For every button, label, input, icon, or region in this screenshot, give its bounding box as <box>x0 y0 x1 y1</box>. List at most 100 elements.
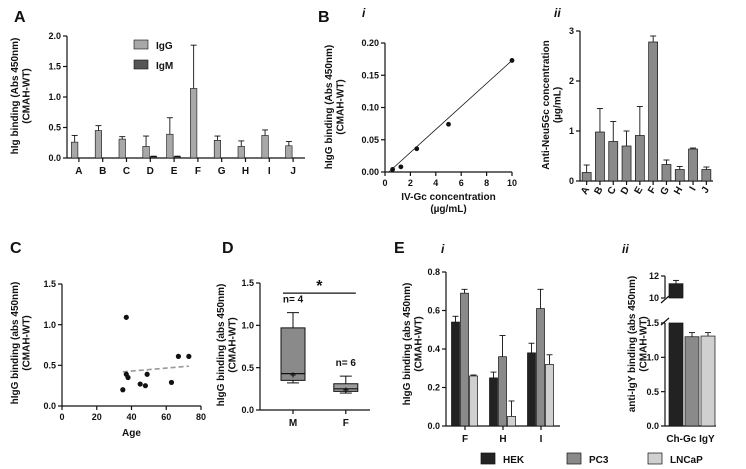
panel-D-y-tick-label: 1.5 <box>241 278 254 288</box>
panel-C-point <box>175 353 182 359</box>
panel-Bi-y-label-line: hIgG binding (Abs 450nm) <box>324 45 335 169</box>
panel-C-x-label: Age <box>122 428 141 439</box>
panel-Bii-x-tick-label-group: G <box>659 185 673 197</box>
panel-label-C: C <box>10 240 22 257</box>
panel-Bi-point <box>509 58 515 63</box>
panel-A-y-label-line: hIg binding (Abs 450nm) <box>10 38 21 155</box>
panel-A-bar-IgM <box>173 156 181 159</box>
panel-Ei-bar-PC3 <box>498 356 507 427</box>
panel-label-Bii: ii <box>554 6 561 20</box>
panel-D-y-tick-label: 0.0 <box>241 405 254 415</box>
panel-C-y-tick-label: 1.5 <box>43 279 56 289</box>
panel-Eii-bar-upper-HEK <box>668 283 684 299</box>
panel-C-point <box>144 371 150 377</box>
panel-Ei-bar-PC3 <box>460 292 469 427</box>
panel-Ei-bar-LNCaP <box>507 416 516 427</box>
panel-C-y-label: hIgG binding (abs 450nm) (CMAH-WT) <box>10 282 33 405</box>
panel-Eii-bar-LNCaP <box>700 335 716 427</box>
panel-A-legend-swatch-IgG <box>133 39 149 50</box>
panel-Bi-x-tick-label: 6 <box>459 178 464 188</box>
panel-Bi-x-tick-label: 2 <box>408 178 413 188</box>
panel-D-y-label-line: hIgG binding (abs 450nm) <box>216 284 227 407</box>
panel-Bii-x-tick-label: C <box>606 185 619 197</box>
panel-Bii-x-tick-label-group: F <box>646 185 659 196</box>
legend-E-label: HEK <box>503 455 525 466</box>
panel-Eii-y-label: anti-IgY binding (abs 450nm) (CMAH-WT) <box>627 276 650 413</box>
panel-C-point <box>120 387 126 393</box>
panel-Ei-y-label-line: (CMAH-WT) <box>413 316 424 372</box>
panel-Bii-x-tick-label: H <box>672 185 685 197</box>
panel-Bi-point <box>446 121 451 127</box>
panel-D-y-label: hIgG binding (abs 450nm) (CMAH-WT) <box>216 284 239 407</box>
panel-A-x-tick-label: I <box>268 166 271 177</box>
panel-C-x-tick-label: 20 <box>92 412 102 422</box>
panel-Eii-lower-y-tick-label: 0.5 <box>646 387 659 397</box>
panel-Bii-y-tick-label: 1 <box>569 126 574 136</box>
panel-D-mean-marker: + <box>290 370 296 381</box>
panel-Bii-x-tick-label-group: A <box>579 185 592 197</box>
panel-Bii-y-label-line: Anti-Neu5Gc concentration <box>541 40 552 169</box>
panel-Bi-y-tick-label: 0.00 <box>361 167 379 177</box>
panel-Eii-axis-break-mark <box>660 295 670 304</box>
panel-A-bar-IgG <box>190 88 198 159</box>
panel-Ei-bar-HEK <box>451 321 460 427</box>
panel-C-point <box>125 374 131 381</box>
panel-label-B: B <box>318 9 330 26</box>
panel-D-x-tick-label: M <box>289 418 297 429</box>
panel-Ei-x-tick-label: F <box>462 434 468 445</box>
panel-Bii-bar <box>634 135 645 182</box>
panel-Bii-x-tick-label-group: H <box>672 185 685 197</box>
panel-Bii-x-tick-label: F <box>646 185 659 196</box>
panel-Bii-x-tick-label: E <box>633 185 646 197</box>
panel-Eii-lower-y-tick-label: 1.0 <box>646 353 659 363</box>
panel-A-y-tick-label: 0.0 <box>48 153 61 163</box>
panel-Bii-bar <box>661 164 672 182</box>
panel-C-point <box>142 383 148 389</box>
panel-Ei-bar-LNCaP <box>545 364 554 427</box>
panel-Bi-y-label-line: (CMAH-WT) <box>335 79 346 135</box>
panel-Bi-fit-line <box>388 60 513 173</box>
panel-Bii-x-tick-label: J <box>700 185 712 195</box>
panel-Bii-x-tick-label-group: J <box>700 185 712 195</box>
panel-Eii-lower-y-tick-label: 1.5 <box>646 318 659 328</box>
panel-Bi-y-tick-label: 0.15 <box>361 70 379 80</box>
panel-Bii-y-label-line: (µg/mL) <box>552 87 563 123</box>
panel-Bii-y-tick-label: 0 <box>569 176 574 186</box>
panel-Bii-x-tick-label: D <box>619 185 632 197</box>
panel-C-trend-line <box>122 365 189 373</box>
panel-Bi-x-tick-label: 10 <box>507 178 517 188</box>
panel-D-n-label: n= 6 <box>336 358 357 369</box>
panel-Bi-y-tick-label: 0.10 <box>361 103 379 113</box>
panel-A-x-tick-label: D <box>147 166 154 177</box>
panel-Bi-point <box>390 167 396 172</box>
panel-Bii-x-tick-label-group: I <box>688 185 699 193</box>
panel-Ei-bar-PC3 <box>536 308 545 427</box>
panel-Ei-y-tick-label: 0.4 <box>427 344 440 354</box>
panel-A-x-tick-label: E <box>171 166 178 177</box>
panel-label-Bi: i <box>362 6 366 20</box>
panel-C-point <box>123 314 129 320</box>
panel-Bi-x-tick-label: 8 <box>484 178 489 188</box>
panel-Bii-y-label: Anti-Neu5Gc concentration (µg/mL) <box>541 40 564 169</box>
panel-label-E: E <box>394 240 405 257</box>
panel-Bii-bar <box>648 41 659 182</box>
panel-D-box <box>333 383 359 392</box>
panel-C-y-label-line: hIgG binding (abs 450nm) <box>10 282 21 405</box>
panel-Bi-point <box>398 164 404 170</box>
panel-Ei-bar-LNCaP <box>469 375 478 427</box>
legend-E-swatch-HEK <box>480 452 496 465</box>
panel-Ei-bar-HEK <box>489 377 498 427</box>
panel-C-y-tick-label: 0.5 <box>43 361 56 371</box>
panel-A-bar-IgG <box>71 141 79 159</box>
panel-Bii-bar <box>608 141 619 182</box>
panel-Bi-y-tick-label: 0.20 <box>361 38 379 48</box>
panel-Eii-x-label: Ch-Gc IgY <box>666 434 715 445</box>
panel-Eii-axis-break-mark <box>660 317 670 326</box>
panel-Ei-y-tick-label: 0.2 <box>427 383 440 393</box>
panel-D-x-tick-label: F <box>343 418 349 429</box>
panel-Bii-bar <box>688 148 698 182</box>
panel-C-y-tick-label: 1.0 <box>43 320 56 330</box>
panel-Eii-upper-y-tick-label: 10 <box>649 293 659 303</box>
panel-Bii-bar <box>595 131 605 182</box>
panel-C-point <box>168 379 175 386</box>
